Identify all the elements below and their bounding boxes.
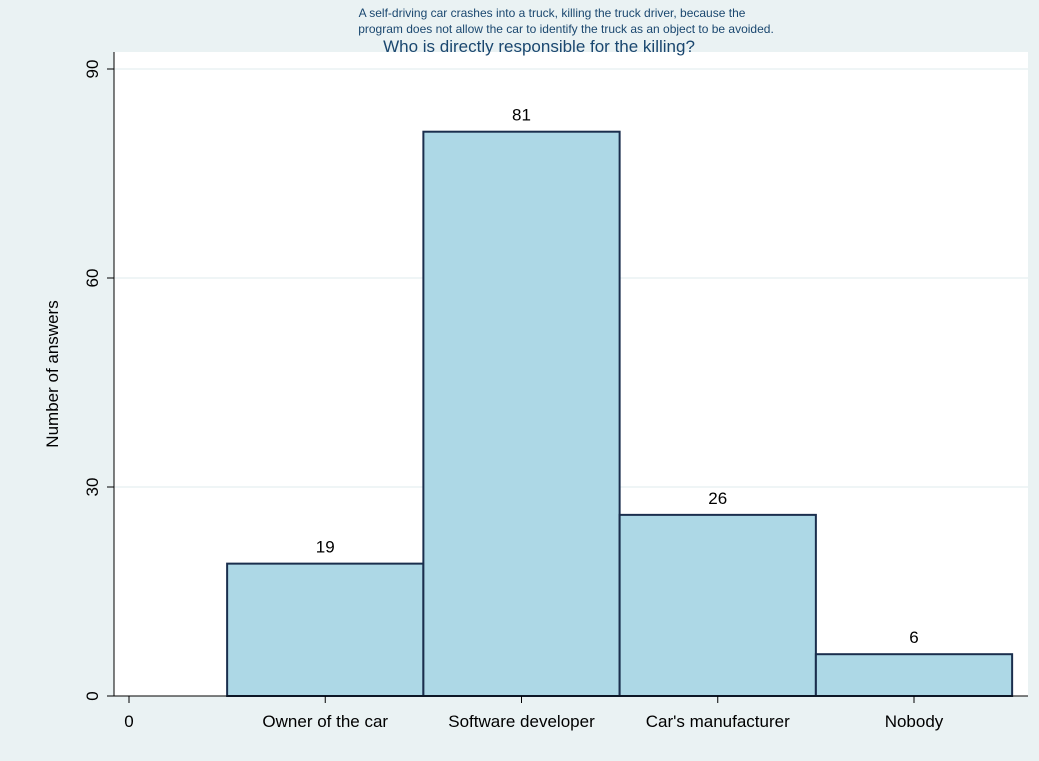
x-axis-ticks: 0 Owner of the car Software developer Car's…: [124, 696, 944, 731]
x-tick-label: Car's manufacturer: [646, 712, 790, 731]
chart-title: Who is directly responsible for the kill…: [383, 37, 695, 56]
bar: [618, 513, 817, 697]
y-axis-label: Number of answers: [43, 300, 62, 447]
bar: [422, 130, 621, 697]
bar-data-label: 6: [909, 628, 918, 647]
bar: [814, 653, 1014, 698]
chart-subtitle-line-2: program does not allow the car to identi…: [358, 22, 774, 36]
data-labels: 19 81 26 6: [316, 106, 919, 648]
x-tick-label: 0: [124, 712, 133, 731]
y-tick-label: 90: [83, 60, 102, 79]
x-tick-label: Software developer: [448, 712, 595, 731]
y-axis-ticks: 0 30 60 90: [83, 60, 114, 701]
x-tick-label: Nobody: [885, 712, 944, 731]
y-tick-label: 60: [83, 269, 102, 288]
y-tick-label: 0: [83, 691, 102, 700]
bar-data-label: 81: [512, 106, 531, 125]
bar: [226, 562, 425, 698]
y-tick-label: 30: [83, 478, 102, 497]
chart-subtitle-line-1: A self-driving car crashes into a truck,…: [359, 6, 746, 20]
bar-data-label: 26: [708, 489, 727, 508]
x-tick-label: Owner of the car: [262, 712, 388, 731]
bar-data-label: 19: [316, 538, 335, 557]
bars: [226, 130, 1014, 698]
